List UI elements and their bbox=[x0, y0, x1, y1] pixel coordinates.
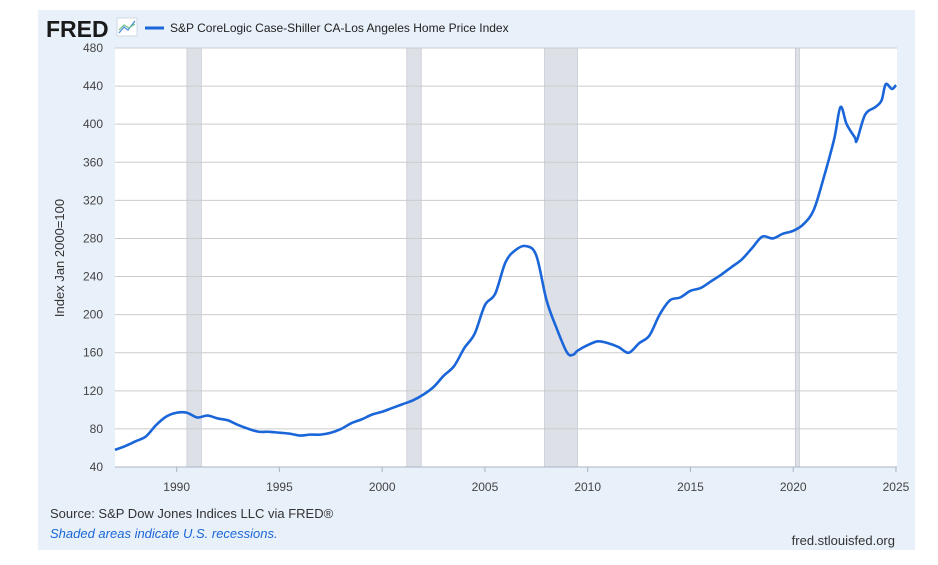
site-url[interactable]: fred.stlouisfed.org bbox=[792, 533, 895, 548]
x-tick-label: 2010 bbox=[574, 480, 601, 494]
source-text: Source: S&P Dow Jones Indices LLC via FR… bbox=[50, 506, 334, 521]
x-tick-label: 2020 bbox=[780, 480, 807, 494]
recession-band bbox=[794, 47, 800, 468]
y-tick-label: 80 bbox=[90, 422, 104, 436]
y-tick-label: 240 bbox=[83, 270, 103, 284]
x-tick-label: 1990 bbox=[163, 480, 190, 494]
y-tick-label: 480 bbox=[83, 41, 103, 55]
recession-note-link[interactable]: Shaded areas indicate U.S. recessions. bbox=[50, 526, 278, 541]
y-tick-label: 120 bbox=[83, 384, 103, 398]
y-tick-label: 440 bbox=[83, 79, 103, 93]
y-tick-label: 200 bbox=[83, 308, 103, 322]
y-tick-label: 40 bbox=[90, 460, 104, 474]
y-tick-label: 400 bbox=[83, 117, 103, 131]
y-tick-label: 160 bbox=[83, 346, 103, 360]
series-line bbox=[114, 82, 897, 452]
y-tick-label: 280 bbox=[83, 231, 103, 245]
x-tick-label: 1995 bbox=[266, 480, 293, 494]
y-axis-label: Index Jan 2000=100 bbox=[52, 199, 67, 317]
y-tick-label: 360 bbox=[83, 155, 103, 169]
x-tick-label: 2005 bbox=[472, 480, 499, 494]
x-tick-label: 2025 bbox=[883, 480, 910, 494]
legend-label[interactable]: S&P CoreLogic Case-Shiller CA-Los Angele… bbox=[170, 21, 509, 35]
fred-logo[interactable]: FRED bbox=[46, 16, 109, 42]
line-chart-icon[interactable] bbox=[116, 17, 138, 37]
plot-area bbox=[115, 48, 897, 467]
x-tick-label: 2000 bbox=[369, 480, 396, 494]
recession-band bbox=[186, 47, 202, 468]
recession-band bbox=[406, 47, 422, 468]
recession-band bbox=[544, 47, 578, 468]
x-tick-label: 2015 bbox=[677, 480, 704, 494]
y-tick-label: 320 bbox=[83, 193, 103, 207]
